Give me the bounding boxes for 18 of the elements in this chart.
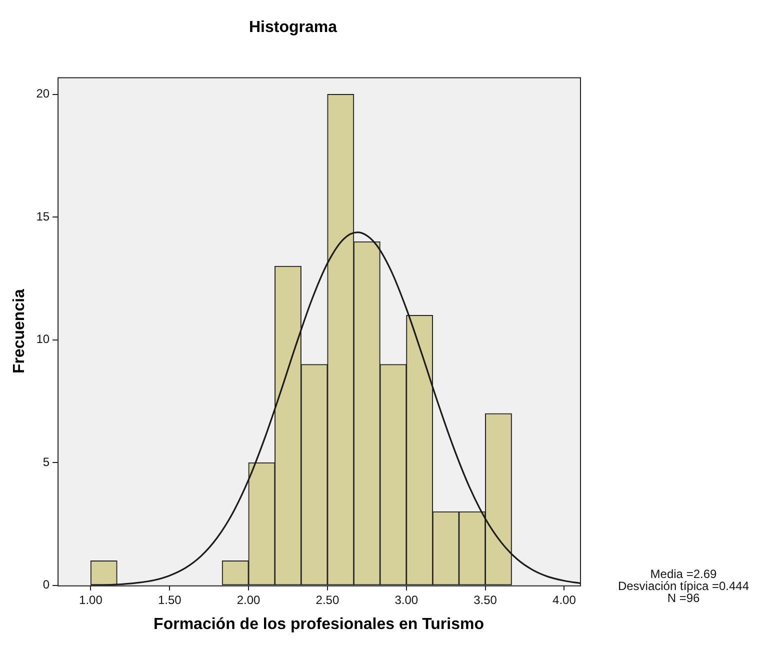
x-tick-label: 2.50 [316,592,340,607]
x-tick-label: 1.00 [79,592,103,607]
y-tick-label: 20 [36,86,50,101]
y-axis-title: Frecuencia [11,288,28,374]
y-tick-label: 10 [36,332,50,346]
text: Media =2.69 [649,567,718,581]
x-axis-title: Formación de los profesionales en Turismo [154,616,484,633]
text: N =96 [666,591,700,605]
text: Desviación típica =0.444 [616,579,750,593]
y-tick-label: 0 [42,578,50,592]
x-tick-label: 1.50 [158,592,182,607]
y-tick-label: 5 [42,454,50,469]
x-tick-label: 2.00 [236,592,261,607]
y-tick-label: 15 [36,209,50,224]
chart-title: Histograma [248,19,338,36]
x-tick-label: 3.50 [474,592,498,607]
x-tick-label: 4.00 [552,592,576,607]
x-tick-label: 3.00 [394,592,418,607]
